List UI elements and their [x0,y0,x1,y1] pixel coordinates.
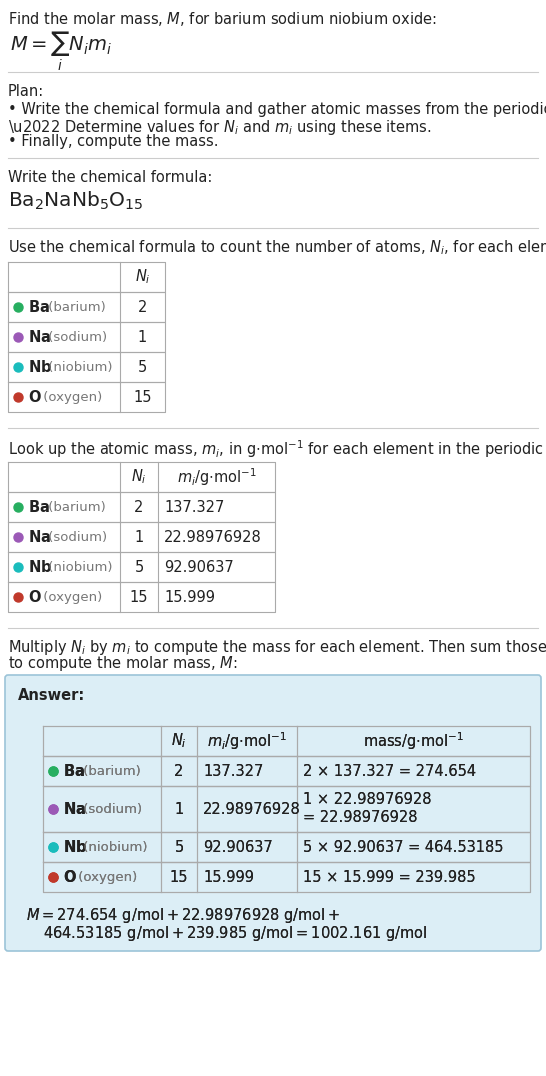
Text: 2: 2 [174,764,183,779]
Text: 2: 2 [174,764,183,779]
Text: (niobium): (niobium) [44,561,112,574]
Text: (barium): (barium) [79,765,141,778]
Text: (niobium): (niobium) [79,840,147,853]
Text: (niobium): (niobium) [79,840,147,853]
Text: mass/g$\cdot$mol$^{-1}$: mass/g$\cdot$mol$^{-1}$ [363,731,464,752]
Text: Use the chemical formula to count the number of atoms, $N_i$, for each element:: Use the chemical formula to count the nu… [8,238,546,257]
Text: $\mathbf{Nb}$: $\mathbf{Nb}$ [28,560,52,575]
Text: $\mathbf{Na}$: $\mathbf{Na}$ [63,801,86,817]
Text: 5: 5 [138,359,147,374]
Text: $\mathrm{Ba_2NaNb_5O_{15}}$: $\mathrm{Ba_2NaNb_5O_{15}}$ [8,190,144,212]
Text: 2 × 137.327 = 274.654: 2 × 137.327 = 274.654 [303,764,476,779]
Text: $m_i$/g$\cdot$mol$^{-1}$: $m_i$/g$\cdot$mol$^{-1}$ [207,731,287,752]
Text: 2: 2 [138,299,147,314]
Text: 22.98976928: 22.98976928 [203,802,301,817]
Text: 15 × 15.999 = 239.985: 15 × 15.999 = 239.985 [303,869,476,884]
Text: = 22.98976928: = 22.98976928 [303,810,418,825]
Text: $N_i$: $N_i$ [135,268,150,286]
Text: $M = \sum_i N_i m_i$: $M = \sum_i N_i m_i$ [10,30,112,73]
Text: 92.90637: 92.90637 [164,560,234,575]
Text: $\mathbf{Nb}$: $\mathbf{Nb}$ [63,839,87,855]
Text: = 22.98976928: = 22.98976928 [303,810,418,825]
Text: Plan:: Plan: [8,84,44,99]
Text: $\mathbf{Nb}$: $\mathbf{Nb}$ [63,839,87,855]
Text: $\mathbf{O}$: $\mathbf{O}$ [63,869,77,884]
Text: 15: 15 [133,390,152,405]
Text: $N_i$: $N_i$ [171,732,187,750]
Text: Multiply $N_i$ by $m_i$ to compute the mass for each element. Then sum those val: Multiply $N_i$ by $m_i$ to compute the m… [8,638,546,657]
Text: 137.327: 137.327 [164,499,224,514]
Text: (oxygen): (oxygen) [74,870,137,883]
Text: to compute the molar mass, $M$:: to compute the molar mass, $M$: [8,654,238,672]
Text: $\mathbf{O}$: $\mathbf{O}$ [63,869,77,884]
Text: 2 × 137.327 = 274.654: 2 × 137.327 = 274.654 [303,764,476,779]
Text: $m_i$/g$\cdot$mol$^{-1}$: $m_i$/g$\cdot$mol$^{-1}$ [207,731,287,752]
Text: (barium): (barium) [79,765,141,778]
Text: (sodium): (sodium) [79,803,142,816]
Text: (oxygen): (oxygen) [74,870,137,883]
Text: 22.98976928: 22.98976928 [164,529,262,544]
Text: $\mathbf{O}$: $\mathbf{O}$ [28,390,41,405]
Text: 2: 2 [134,499,144,514]
Text: $\mathbf{Na}$: $\mathbf{Na}$ [28,529,51,546]
Text: 137.327: 137.327 [203,764,263,779]
Text: 5: 5 [174,839,183,854]
Text: 5 × 92.90637 = 464.53185: 5 × 92.90637 = 464.53185 [303,839,503,854]
Text: $464.53185\ \mathrm{g/mol} + 239.985\ \mathrm{g/mol} = 1002.161\ \mathrm{g/mol}$: $464.53185\ \mathrm{g/mol} + 239.985\ \m… [43,924,428,943]
Text: (oxygen): (oxygen) [39,591,102,604]
Text: $M = 274.654\ \mathrm{g/mol} + 22.98976928\ \mathrm{g/mol} +$: $M = 274.654\ \mathrm{g/mol} + 22.989769… [26,906,340,925]
Text: $N_i$: $N_i$ [171,732,187,750]
Text: 15: 15 [170,869,188,884]
Text: (sodium): (sodium) [44,330,107,343]
FancyBboxPatch shape [5,675,541,951]
Text: 1: 1 [174,802,183,817]
Text: (sodium): (sodium) [44,530,107,543]
Text: $\mathbf{O}$: $\mathbf{O}$ [28,589,41,605]
Text: $M = 274.654\ \mathrm{g/mol} + 22.98976928\ \mathrm{g/mol} +$: $M = 274.654\ \mathrm{g/mol} + 22.989769… [26,906,340,925]
Text: $\mathbf{Nb}$: $\mathbf{Nb}$ [28,359,52,376]
Text: (barium): (barium) [44,500,106,513]
Text: 5: 5 [134,560,144,575]
Text: 137.327: 137.327 [203,764,263,779]
Text: (niobium): (niobium) [44,360,112,373]
Text: 15.999: 15.999 [203,869,254,884]
Text: 1 × 22.98976928: 1 × 22.98976928 [303,793,431,807]
Text: $\mathbf{Ba}$: $\mathbf{Ba}$ [28,299,50,315]
Text: 92.90637: 92.90637 [203,839,273,854]
Text: Write the chemical formula:: Write the chemical formula: [8,170,212,185]
Text: $N_i$: $N_i$ [131,468,147,486]
Text: \u2022 Determine values for $N_i$ and $m_i$ using these items.: \u2022 Determine values for $N_i$ and $m… [8,118,432,137]
Text: $\mathbf{Ba}$: $\mathbf{Ba}$ [63,763,85,779]
Text: 1: 1 [174,802,183,817]
Text: $m_i$/g$\cdot$mol$^{-1}$: $m_i$/g$\cdot$mol$^{-1}$ [176,466,257,487]
Text: Find the molar mass, $M$, for barium sodium niobium oxide:: Find the molar mass, $M$, for barium sod… [8,10,437,28]
Text: • Write the chemical formula and gather atomic masses from the periodic table.: • Write the chemical formula and gather … [8,102,546,117]
Text: 92.90637: 92.90637 [203,839,273,854]
Text: 5 × 92.90637 = 464.53185: 5 × 92.90637 = 464.53185 [303,839,503,854]
Text: 1 × 22.98976928: 1 × 22.98976928 [303,793,431,807]
Text: $\mathbf{Na}$: $\mathbf{Na}$ [28,329,51,345]
Text: $\mathbf{Ba}$: $\mathbf{Ba}$ [63,763,85,779]
Text: Look up the atomic mass, $m_i$, in g$\cdot$mol$^{-1}$ for each element in the pe: Look up the atomic mass, $m_i$, in g$\cd… [8,438,546,459]
Text: • Finally, compute the mass.: • Finally, compute the mass. [8,134,218,148]
Text: 1: 1 [138,329,147,344]
Text: (oxygen): (oxygen) [39,391,102,404]
Text: 5: 5 [174,839,183,854]
Text: 15: 15 [130,590,149,605]
Text: 15 × 15.999 = 239.985: 15 × 15.999 = 239.985 [303,869,476,884]
Text: 1: 1 [134,529,144,544]
Text: 15.999: 15.999 [203,869,254,884]
Text: $\mathbf{Na}$: $\mathbf{Na}$ [63,801,86,817]
Text: (sodium): (sodium) [79,803,142,816]
Text: Answer:: Answer: [18,688,85,703]
Text: (barium): (barium) [44,300,106,313]
Text: 15.999: 15.999 [164,590,215,605]
Text: 15: 15 [170,869,188,884]
Text: mass/g$\cdot$mol$^{-1}$: mass/g$\cdot$mol$^{-1}$ [363,731,464,752]
Text: $464.53185\ \mathrm{g/mol} + 239.985\ \mathrm{g/mol} = 1002.161\ \mathrm{g/mol}$: $464.53185\ \mathrm{g/mol} + 239.985\ \m… [43,924,428,943]
Text: $\mathbf{Ba}$: $\mathbf{Ba}$ [28,499,50,515]
Text: 22.98976928: 22.98976928 [203,802,301,817]
